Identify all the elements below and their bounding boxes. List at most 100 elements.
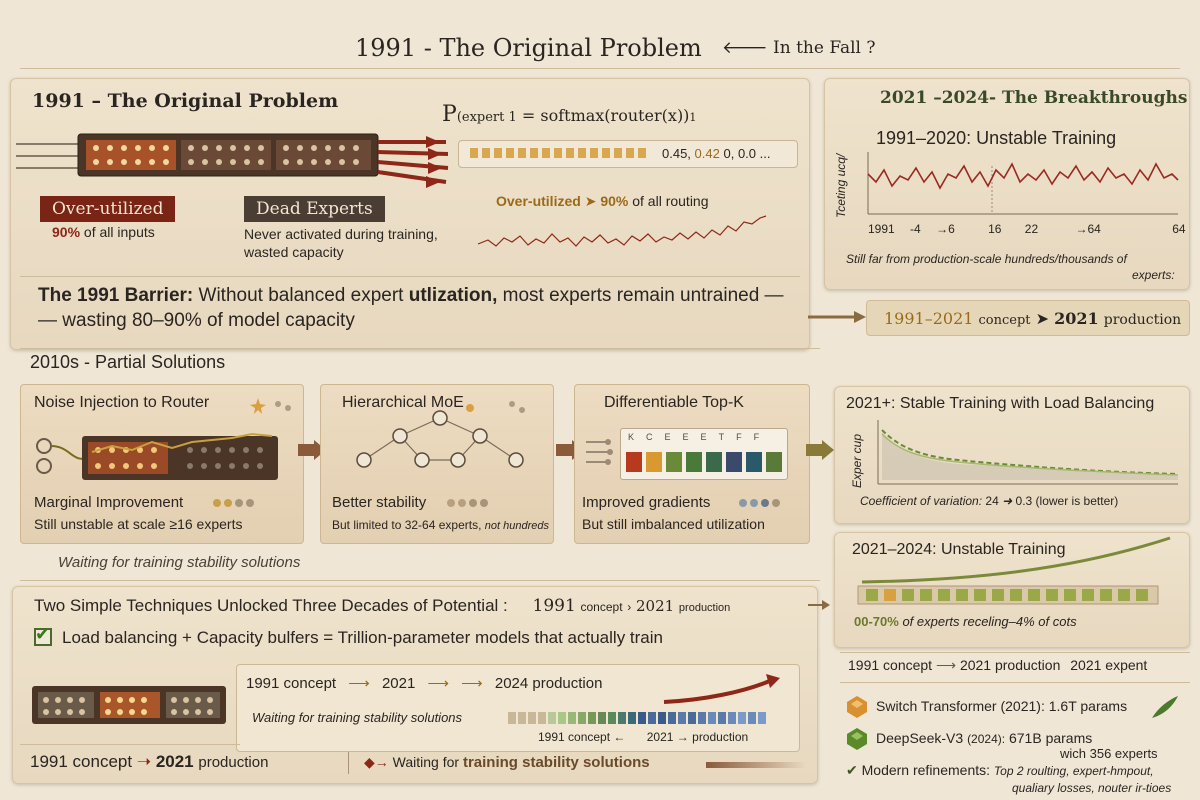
techniques-check-line: Load balancing + Capacity bulfers = Tril… — [62, 628, 663, 647]
timeline-main: 1991 concept ⟶ 2021 ⟶ ⟶ 2024 production — [246, 675, 603, 692]
rating-dots — [213, 499, 254, 507]
unstable-2021-title: 2021–2024: Unstable Training — [852, 541, 1066, 558]
unstable-2021-note: 00-70% of experts receling–4% of cots — [854, 614, 1077, 629]
leaf-pen-icon — [1152, 696, 1178, 718]
routing-noise-sparkline — [477, 215, 767, 247]
diamond-arrow-icon: ◆→ — [364, 754, 389, 770]
hierarchical-moe-result: Better stability — [332, 494, 427, 511]
refinements-line-2: qualiary losses, nouter ir-tioes — [1012, 781, 1172, 795]
barrier-line-2: — wasting 80–90% of model capacity — [38, 310, 355, 331]
footer-timeline: 1991 concept ➝ 2021 production — [30, 752, 269, 771]
unstable-training-chart — [867, 152, 1179, 215]
concept-production-text: 1991–2021 concept ➤ 2021 production — [884, 309, 1182, 328]
rating-dots — [739, 499, 780, 507]
right-arrow-icon: ➜ — [1002, 494, 1013, 508]
back-arrow-icon: 🡐 — [722, 38, 768, 58]
footer-waiting: ◆→ Waiting for training stability soluti… — [364, 754, 650, 771]
unstable-chart-y-label: Tceting ucq/ — [834, 153, 848, 218]
load-balancing-checkbox — [34, 628, 52, 646]
barrier-line-1: The 1991 Barrier: Without balanced exper… — [38, 285, 784, 306]
check-icon: ✔ — [35, 624, 51, 644]
flow-arrow-1 — [298, 440, 326, 460]
switch-transformer-line: Switch Transformer (2021): 1.6T params — [876, 698, 1128, 714]
dead-experts-desc-1: Never activated during training, — [244, 226, 438, 242]
routing-arrowheads — [426, 136, 442, 188]
unstable-2021-graphic — [857, 536, 1171, 605]
coefficient-of-variation: Coefficient of variation: 24 ➜ 0.3 (lowe… — [860, 494, 1119, 508]
hierarchical-moe-title: Hierarchical MoE — [342, 394, 464, 411]
noise-injection-note: Still unstable at scale ≥16 experts — [34, 516, 243, 532]
growth-arrow — [663, 674, 780, 704]
right-timeline-rule — [840, 652, 1190, 653]
probability-values: 0.45, 0.42 0, 0.0 ... — [662, 146, 771, 161]
deepseek-line: DeepSeek-V3 (2024): 671B params — [876, 730, 1093, 746]
rating-dots — [447, 499, 488, 507]
breakthroughs-note-1: Still far from production-scale hundreds… — [846, 252, 1127, 266]
deepseek-experts: wich 356 experts — [1060, 746, 1158, 761]
over-utilized-desc: 90% of all inputs — [52, 224, 155, 240]
footer-rule — [20, 744, 240, 745]
breakthroughs-note-2: experts: — [1132, 268, 1175, 282]
long-arrow-icon: ⟶ — [935, 657, 957, 673]
breakthroughs-title: 2021 –2024- The Breakthroughs — [880, 88, 1188, 108]
page-title: 1991 - The Original Problem — [355, 34, 702, 62]
techniques-title: Two Simple Techniques Unlocked Three Dec… — [34, 596, 731, 616]
models-rule — [840, 682, 1190, 683]
timeline-progress-cells — [508, 712, 766, 724]
partial-rule — [20, 348, 820, 349]
switch-transformer-icon — [847, 696, 867, 718]
check-icon: ✔ — [846, 762, 858, 778]
chevron-right-icon: ➤ — [1035, 309, 1050, 328]
techniques-rule — [20, 580, 820, 581]
topk-color-keys — [626, 452, 782, 472]
problem-title: 1991 – The Original Problem — [32, 90, 339, 112]
dead-experts-desc-2: wasted capacity — [244, 244, 344, 260]
long-arrow-icon: ⟶ — [461, 675, 483, 692]
timeline-sub: 1991 concept ← 2021 → production — [538, 730, 749, 744]
right-arrow-icon: → — [676, 730, 689, 744]
partial-waiting: Waiting for training stability solutions — [58, 554, 301, 571]
bottom-expert-bank — [32, 686, 226, 724]
over-routing-label: Over-utilized ➤ 90% of all routing — [496, 193, 709, 209]
unstable-chart-ticks: 1991 -4 →6 16 22 →64 64 — [868, 222, 1186, 236]
probability-cells — [470, 148, 646, 158]
noise-router-graphic — [36, 432, 278, 480]
input-feed-lines — [16, 143, 78, 169]
hierarchical-moe-note: But limited to 32-64 experts, not hundre… — [332, 518, 549, 532]
topk-key-labels: KCEEETFF — [628, 432, 772, 442]
noise-sparkle-icon — [250, 398, 291, 414]
dead-experts-ribbon: Dead Experts — [244, 196, 385, 222]
band-arrow — [808, 311, 866, 323]
stable-chart-y-label: Exper cup — [850, 433, 864, 488]
left-arrow-icon: ← — [613, 730, 626, 744]
techniques-arrow — [808, 600, 830, 610]
refinements-line-1: ✔ Modern refinements: Top 2 roulting, ex… — [846, 762, 1154, 778]
topk-title: Differentiable Top-K — [604, 394, 744, 411]
header-rule — [20, 68, 1180, 69]
long-arrow-icon: ⟶ — [348, 675, 370, 692]
barrier-rule — [20, 276, 800, 277]
partial-title: 2010s - Partial Solutions — [30, 352, 226, 372]
expert-unit-grid — [86, 140, 371, 170]
right-arrow-icon: ➝ — [136, 752, 152, 771]
right-timeline: 1991 concept ⟶ 2021 production 2021 expe… — [848, 657, 1148, 673]
chevron-right-icon: › — [627, 600, 632, 614]
long-arrow-icon: ⟶ — [427, 675, 449, 692]
expert-bank-graphic — [16, 133, 449, 184]
deepseek-icon — [847, 728, 867, 750]
router-formula: P(expert 1 = softmax(router(x))1 — [442, 102, 697, 127]
timeline-box — [236, 664, 800, 752]
footer-fade-bar — [706, 762, 806, 768]
concept-production-band — [866, 300, 1190, 336]
over-utilized-ribbon: Over-utilized — [40, 196, 176, 222]
header-aside: 🡐 In the Fall ? — [722, 38, 876, 58]
stable-training-title: 2021+: Stable Training with Load Balanci… — [846, 395, 1155, 412]
topk-result: Improved gradients — [582, 494, 711, 511]
hierarchy-tree-graphic — [356, 401, 525, 468]
footer-divider — [348, 752, 349, 774]
breakthroughs-panel — [824, 78, 1190, 290]
flow-arrow-3 — [806, 440, 834, 460]
noise-injection-result: Marginal Improvement — [34, 494, 184, 511]
unstable-chart-title: 1991–2020: Unstable Training — [876, 128, 1117, 148]
noise-injection-title: Noise Injection to Router — [34, 394, 210, 411]
